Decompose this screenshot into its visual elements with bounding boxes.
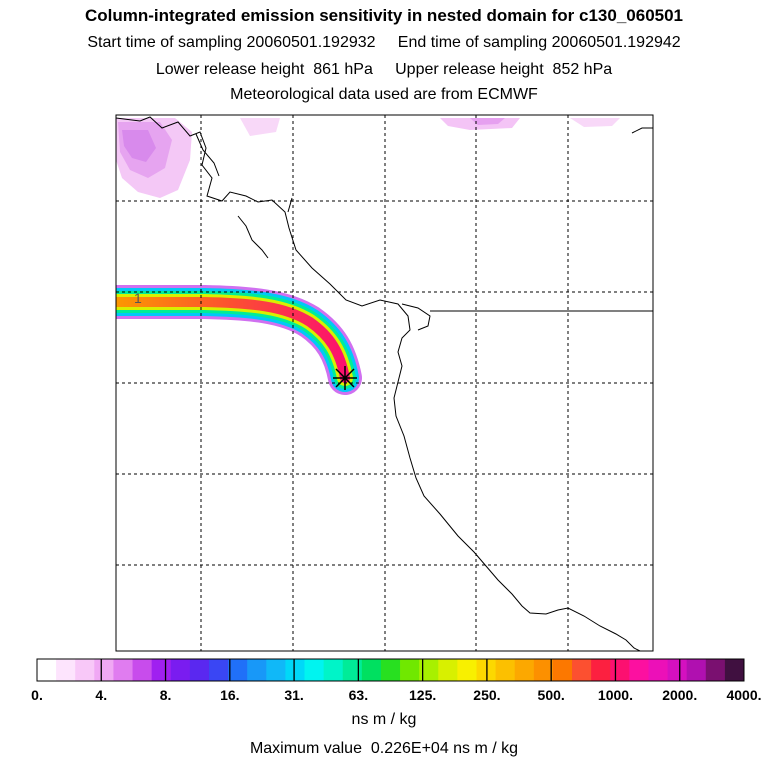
colorbar-cell [572, 659, 592, 681]
colorbar-cell [552, 659, 573, 681]
colorbar-cell [94, 659, 114, 681]
colorbar-cell [56, 659, 76, 681]
colorbar-frame [36, 658, 745, 682]
colorbar-cell [247, 659, 267, 681]
coastline [116, 116, 653, 651]
colorbar-tick-marks [100, 659, 681, 681]
colorbar-tick-label: 500. [537, 687, 565, 703]
trajectory-label: 1 [134, 290, 142, 306]
colorbar-tick-label: 63. [348, 687, 369, 703]
map-frame [115, 114, 654, 652]
colorbar-tick-label: 250. [473, 687, 501, 703]
colorbar-cell [380, 659, 401, 681]
colorbar-cell [438, 659, 458, 681]
colorbar-tick-label: 16. [220, 687, 240, 703]
colorbar-cell [629, 659, 649, 681]
colorbar-cell [208, 659, 229, 681]
colorbar-cell [228, 659, 248, 681]
colorbar-units: ns m / kg [351, 711, 417, 728]
maximum-value: Maximum value 0.226E+04 ns m / kg [249, 740, 519, 757]
colorbar-tick-label: 125. [409, 687, 437, 703]
colorbar-cell [724, 659, 745, 681]
colorbar-tick-label: 4. [95, 687, 108, 703]
colorbar-cells [37, 659, 745, 681]
lower-release-height: Lower release height 861 hPa [155, 61, 373, 78]
colorbar-cell [591, 659, 611, 681]
colorbar-cell [132, 659, 153, 681]
met-data-note: Meteorological data used are from ECMWF [230, 86, 538, 103]
colorbar-cell [705, 659, 726, 681]
upper-release-height: Upper release height 852 hPa [395, 61, 613, 78]
colorbar-cell [342, 659, 363, 681]
colorbar-cell [323, 659, 344, 681]
colorbar-cell [285, 659, 306, 681]
colorbar-cell [419, 659, 439, 681]
colorbar-cell [361, 659, 382, 681]
colorbar-tick-label: 2000. [662, 687, 698, 703]
colorbar-tick-label: 4000. [726, 687, 762, 703]
emission-sensitivity-field: 1 [116, 115, 653, 651]
colorbar-cell [533, 659, 554, 681]
sampling-times: Start time of sampling 20060501.192932 E… [0, 34, 768, 52]
colorbar-cell [686, 659, 707, 681]
sampling-start: Start time of sampling 20060501.192932 [87, 34, 376, 51]
plot-title: Column-integrated emission sensitivity i… [84, 6, 684, 25]
release-point-marker [333, 366, 357, 390]
colorbar-cell [170, 659, 191, 681]
colorbar-tick-label: 0. [31, 687, 43, 703]
trajectory-plume [116, 285, 362, 395]
colorbar-tick-label: 1000. [597, 687, 633, 703]
low-sensitivity-patches [116, 118, 620, 198]
colorbar-cell [304, 659, 325, 681]
colorbar-cell [648, 659, 669, 681]
lat-lon-grid [116, 115, 653, 651]
colorbar-cell [151, 659, 172, 681]
colorbar-cell [266, 659, 286, 681]
colorbar-cell [495, 659, 516, 681]
colorbar-tick-label: 8. [159, 687, 172, 703]
colorbar-tick-label: 31. [284, 687, 304, 703]
colorbar-cell [400, 659, 420, 681]
colorbar-cell [610, 659, 630, 681]
colorbar-cell [457, 659, 477, 681]
colorbar-cell [113, 659, 134, 681]
colorbar-cell [667, 659, 688, 681]
colorbar-cell [37, 659, 57, 681]
colorbar-cell [514, 659, 535, 681]
colorbar-cell [75, 659, 95, 681]
sampling-end: End time of sampling 20060501.192942 [397, 34, 681, 51]
release-heights: Lower release height 861 hPa Upper relea… [0, 61, 768, 79]
colorbar-cell [189, 659, 210, 681]
